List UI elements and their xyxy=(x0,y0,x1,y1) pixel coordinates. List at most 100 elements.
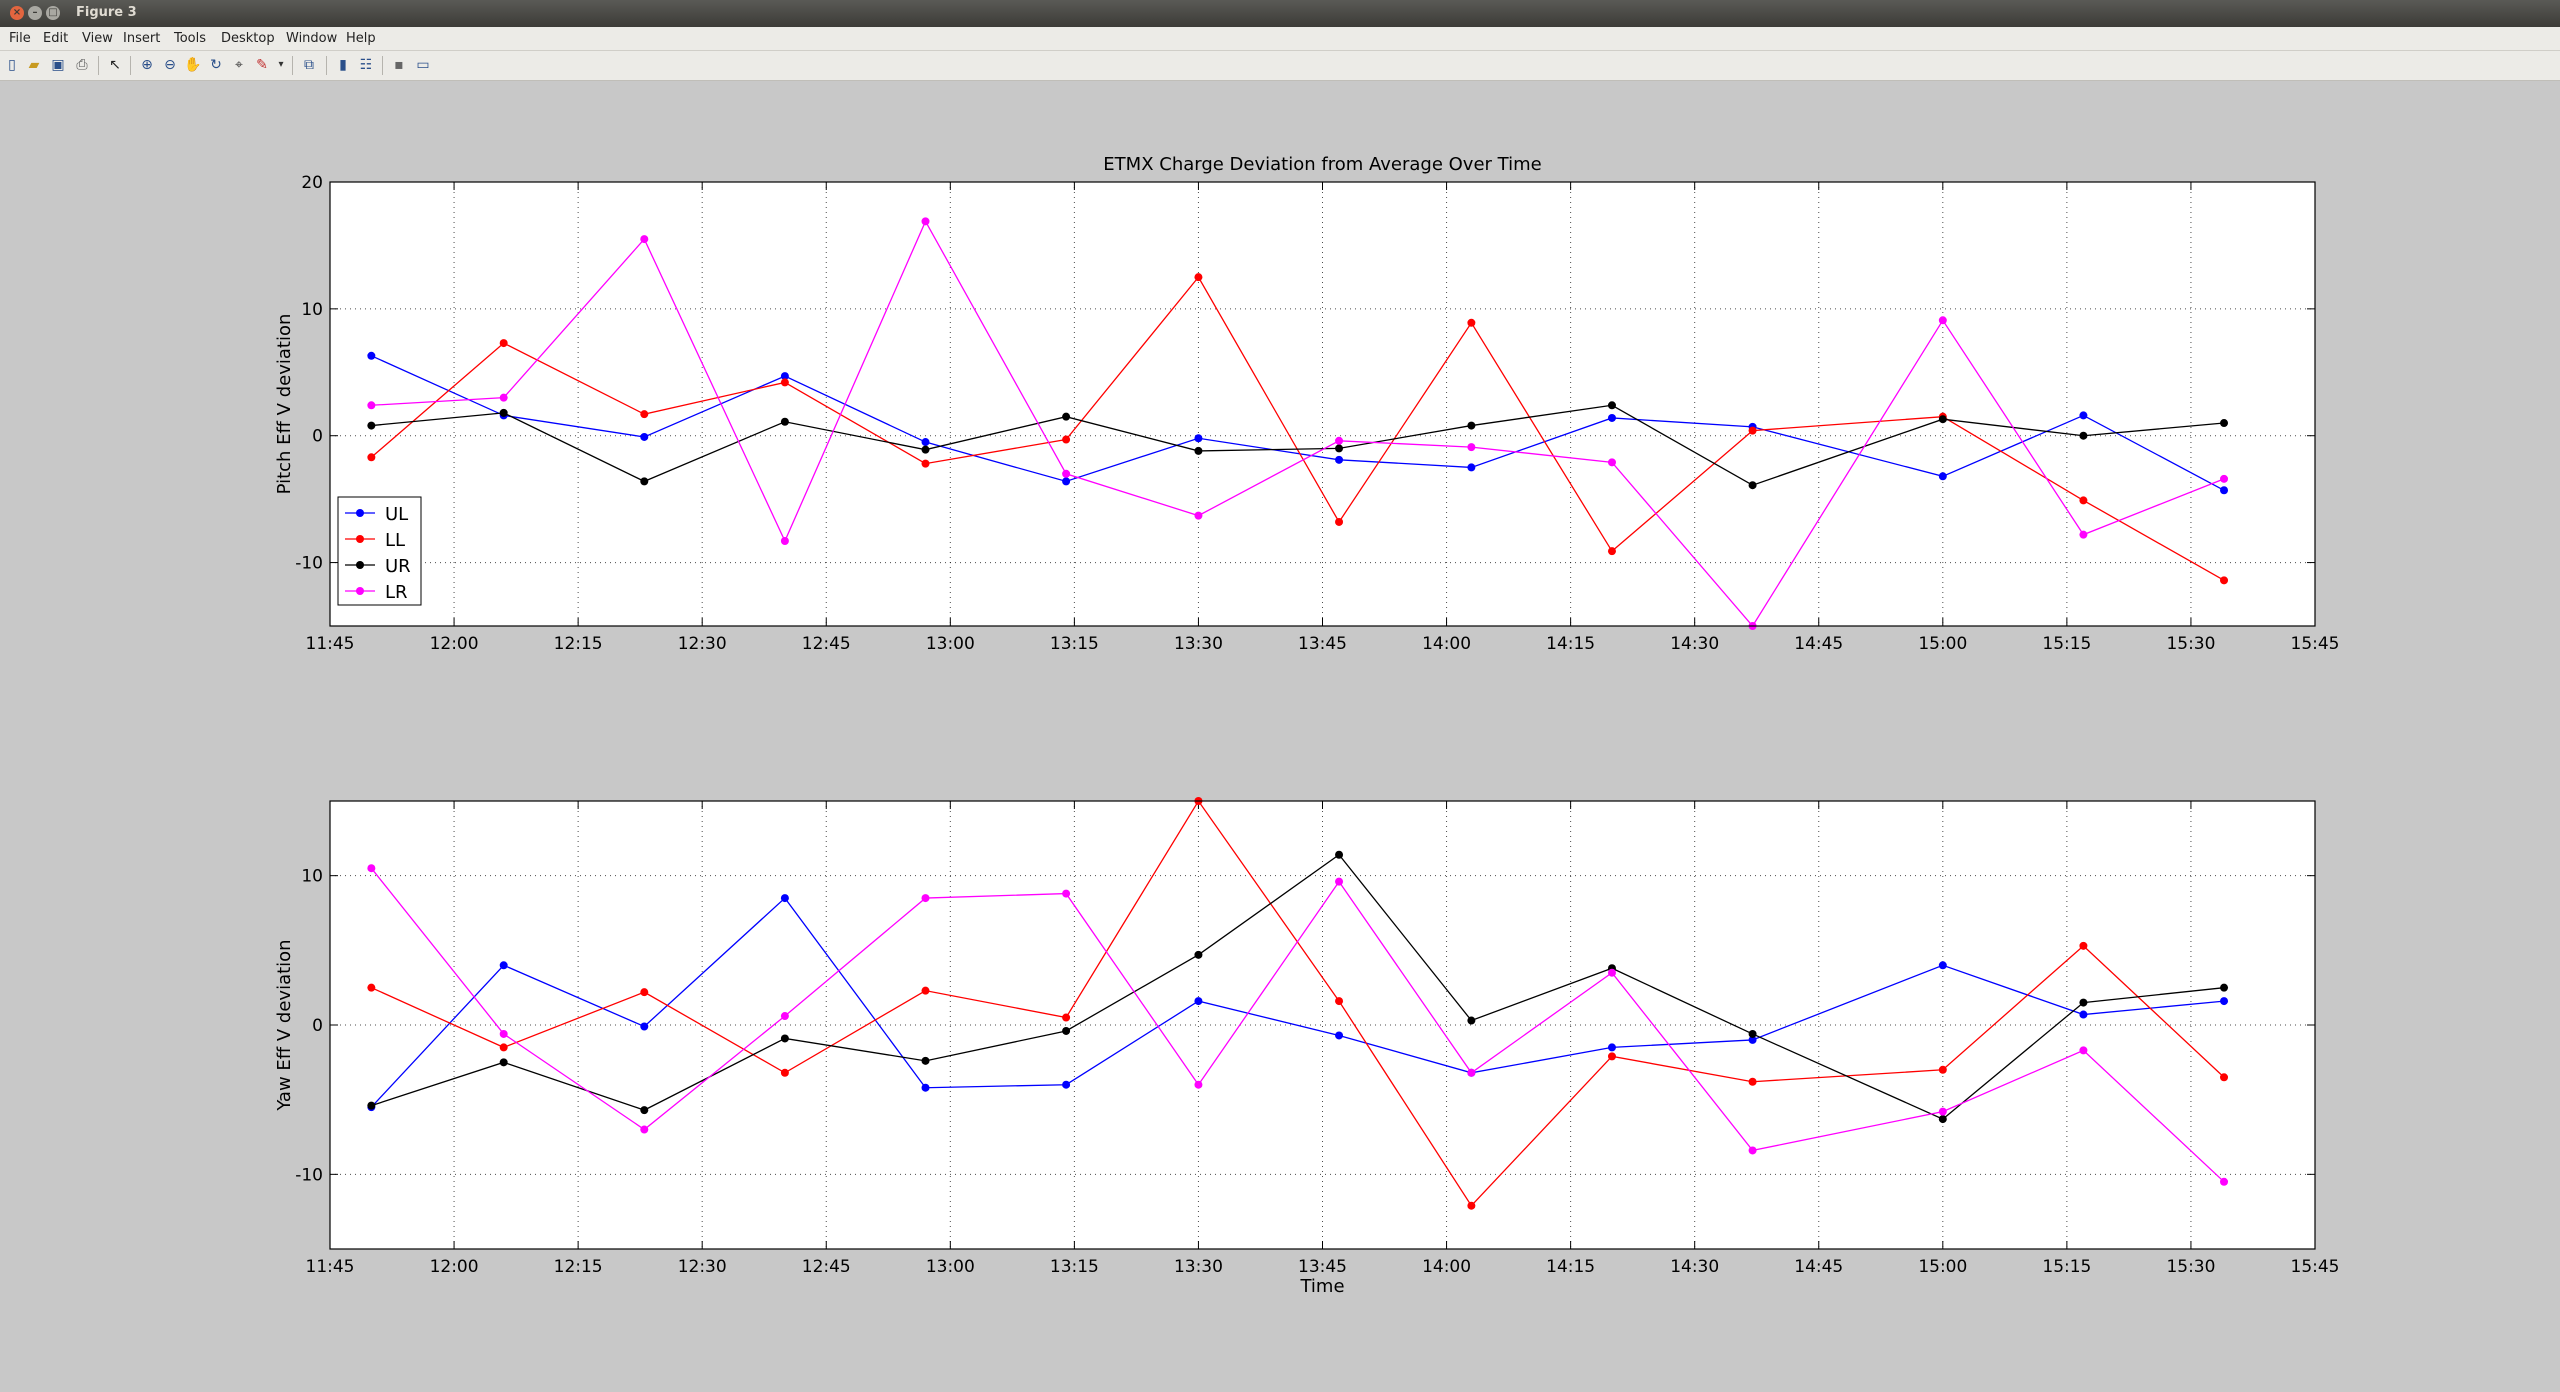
zoom-in-icon[interactable]: ⊕ xyxy=(141,57,153,73)
data-point-lr xyxy=(1938,316,1947,325)
pan-icon[interactable]: ✋ xyxy=(184,57,202,73)
x-tick-label: 14:30 xyxy=(1670,1257,1719,1277)
data-point-ll xyxy=(1748,426,1757,435)
x-tick-label: 14:45 xyxy=(1794,634,1843,654)
hide-plot-tools-icon[interactable]: ▪ xyxy=(394,57,404,73)
chevron-down-icon[interactable]: ▾ xyxy=(278,59,284,70)
menu-tools[interactable]: Tools xyxy=(174,31,207,46)
x-tick-label: 13:15 xyxy=(1050,634,1099,654)
data-point-ul xyxy=(1467,463,1476,472)
data-point-ll xyxy=(921,986,930,995)
data-point-ul xyxy=(1607,1043,1616,1052)
data-point-ll xyxy=(2079,496,2088,505)
data-point-lr xyxy=(367,401,376,410)
link-plot-icon[interactable]: ⧉ xyxy=(304,57,314,73)
data-point-ul xyxy=(1062,1080,1071,1089)
data-point-lr xyxy=(640,235,649,244)
data-point-ll xyxy=(1467,1201,1476,1210)
toolbar: ▯ ▰ ▣ ⎙ ↖ ⊕ ⊖ ✋ ↻ ⌖ ✎ ▾ ⧉ ▮ ☷ ▪ ▭ xyxy=(0,51,2560,81)
data-point-ur xyxy=(2079,431,2088,440)
menu-help[interactable]: Help xyxy=(346,31,376,46)
legend-label-lr: LR xyxy=(385,582,408,603)
data-point-ul xyxy=(780,894,789,903)
data-point-ur xyxy=(1748,1029,1757,1038)
x-tick-label: 14:15 xyxy=(1546,1257,1595,1277)
save-icon[interactable]: ▣ xyxy=(51,57,65,73)
data-point-lr xyxy=(499,1029,508,1038)
data-point-ur xyxy=(1062,412,1071,421)
data-point-ll xyxy=(1062,1013,1071,1022)
data-point-ur xyxy=(499,1058,508,1067)
y-tick-label: -10 xyxy=(295,554,323,574)
data-point-ul xyxy=(2220,486,2229,495)
data-point-lr xyxy=(2220,1177,2229,1186)
data-point-lr xyxy=(780,1012,789,1021)
x-tick-label: 15:15 xyxy=(2042,634,2091,654)
data-point-ur xyxy=(1748,481,1757,490)
legend-label-ul: UL xyxy=(385,504,408,525)
menu-insert[interactable]: Insert xyxy=(123,31,161,46)
data-point-lr xyxy=(1467,443,1476,452)
x-tick-label: 14:30 xyxy=(1670,634,1719,654)
minimize-icon[interactable]: – xyxy=(28,6,42,20)
plot-area xyxy=(330,182,2315,626)
legend-box xyxy=(337,496,422,606)
menu-window[interactable]: Window xyxy=(286,31,338,46)
data-cursor-icon[interactable]: ⌖ xyxy=(235,57,243,73)
menu-file[interactable]: File xyxy=(9,31,31,46)
data-point-ur xyxy=(640,477,649,486)
data-point-ul xyxy=(640,1022,649,1031)
new-figure-icon[interactable]: ▯ xyxy=(8,57,16,73)
legend-label-ur: UR xyxy=(385,556,411,577)
menu-edit[interactable]: Edit xyxy=(43,31,69,46)
data-point-lr xyxy=(1938,1107,1947,1116)
x-tick-label: 13:30 xyxy=(1174,634,1223,654)
data-point-ur xyxy=(640,1106,649,1115)
series-line-ll xyxy=(370,275,2225,581)
x-tick-label: 14:00 xyxy=(1422,634,1471,654)
data-point-lr xyxy=(2079,530,2088,539)
data-point-lr xyxy=(1194,1080,1203,1089)
data-point-ll xyxy=(1335,517,1344,526)
data-point-ul xyxy=(1938,961,1947,970)
open-file-icon[interactable]: ▰ xyxy=(28,57,40,73)
zoom-out-icon[interactable]: ⊖ xyxy=(164,57,176,73)
legend-marker-ur xyxy=(356,561,364,569)
rotate-3d-icon[interactable]: ↻ xyxy=(210,57,222,73)
menu-view[interactable]: View xyxy=(82,31,113,46)
insert-colorbar-icon[interactable]: ▮ xyxy=(339,57,347,73)
print-icon[interactable]: ⎙ xyxy=(76,57,88,73)
data-point-ur xyxy=(1062,1026,1071,1035)
axes-2: 11:45 12:00 12:15 12:30 12:45 13:00 13:15 13:30… xyxy=(274,797,2340,1297)
y-tick-label: 20 xyxy=(301,173,323,193)
data-point-ur xyxy=(1194,950,1203,959)
show-plot-tools-icon[interactable]: ▭ xyxy=(416,57,430,73)
data-point-ur xyxy=(1607,401,1616,410)
data-point-ll xyxy=(640,410,649,419)
data-point-ur xyxy=(921,1056,930,1065)
edit-plot-icon[interactable]: ↖ xyxy=(109,57,121,73)
data-point-lr xyxy=(1335,436,1344,445)
series-line-lr xyxy=(371,219,2225,628)
data-point-ll xyxy=(1062,435,1071,444)
y-tick-label: -10 xyxy=(295,1165,323,1185)
brush-icon[interactable]: ✎ xyxy=(256,57,268,73)
x-tick-label: 15:45 xyxy=(2291,634,2340,654)
data-point-ul xyxy=(2079,1010,2088,1019)
insert-legend-icon[interactable]: ☷ xyxy=(359,57,373,73)
data-point-ul xyxy=(780,372,789,381)
maximize-icon[interactable]: □ xyxy=(46,6,60,20)
data-point-ul xyxy=(1938,472,1947,481)
data-point-lr xyxy=(1607,968,1616,977)
y-tick-label: 10 xyxy=(301,300,323,320)
data-point-ur xyxy=(1467,421,1476,430)
data-point-ur xyxy=(1938,1115,1947,1124)
close-icon[interactable]: × xyxy=(10,6,24,20)
x-tick-label: 15:45 xyxy=(2291,1257,2340,1277)
menu-desktop[interactable]: Desktop xyxy=(221,31,275,46)
x-tick-label: 14:00 xyxy=(1422,1257,1471,1277)
axes-frame xyxy=(329,181,2316,627)
data-point-lr xyxy=(1607,458,1616,467)
data-point-ll xyxy=(1748,1077,1757,1086)
data-point-ur xyxy=(1335,444,1344,453)
